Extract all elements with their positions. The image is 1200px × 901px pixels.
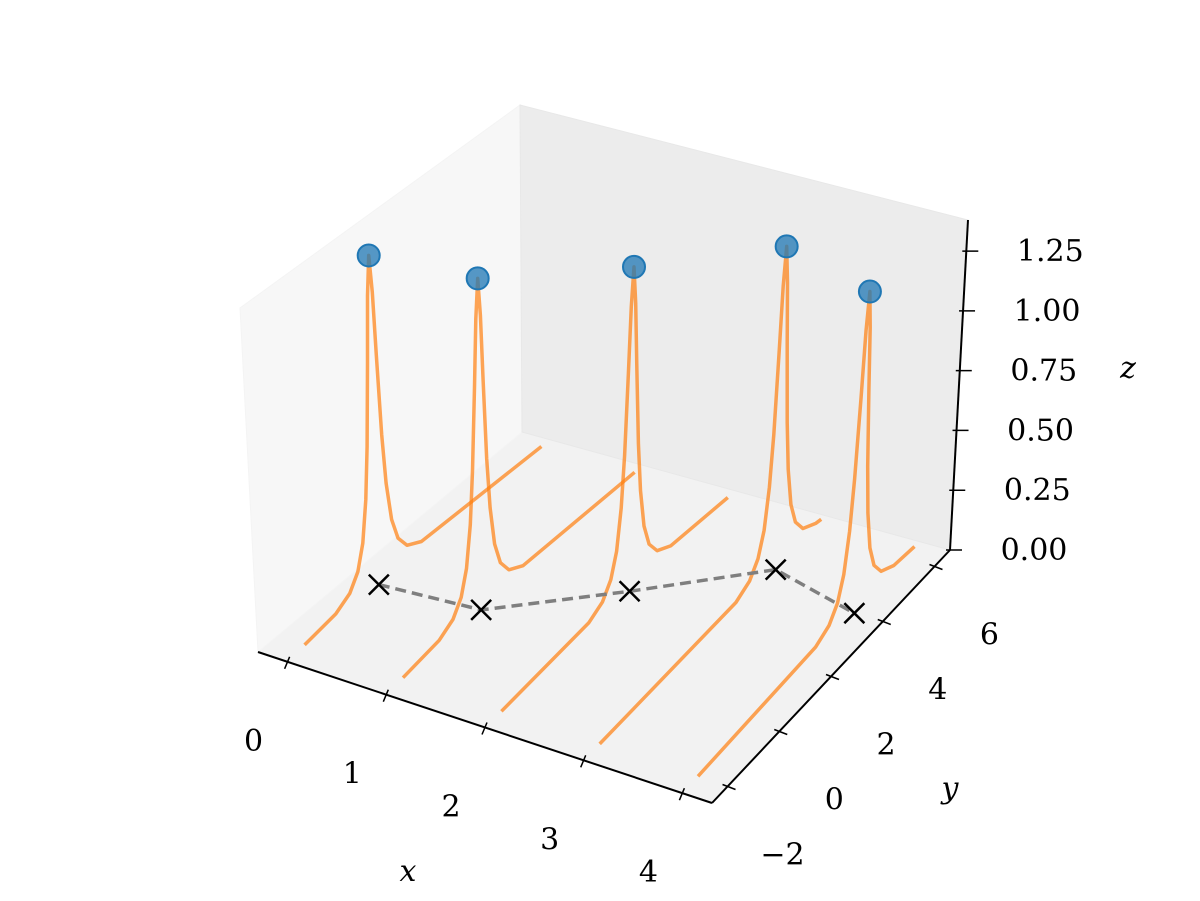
- z-axis-line: [949, 219, 969, 551]
- floor-marker: [470, 599, 493, 621]
- y-tick: [722, 783, 736, 791]
- y-tick-label: 6: [980, 618, 999, 653]
- marker-stroke: [470, 599, 493, 621]
- marker-stroke: [843, 602, 866, 625]
- x-tick: [678, 787, 686, 801]
- z-axis-label: z: [1119, 351, 1136, 386]
- y-tick: [825, 673, 840, 681]
- x-tick: [580, 755, 587, 768]
- z-tick-label: 0.50: [1007, 413, 1074, 448]
- floor-marker: [367, 573, 390, 596]
- z-tick-label: 0.00: [1001, 533, 1068, 568]
- y-tick-label: 2: [876, 728, 895, 763]
- x-tick: [283, 656, 291, 670]
- y-axis-label: y: [940, 771, 960, 806]
- peak-dot: [622, 254, 647, 279]
- floor-marker: [618, 580, 641, 603]
- x-tick: [481, 722, 488, 735]
- x-tick: [382, 689, 389, 702]
- panes: [239, 104, 969, 804]
- y-tick-label: 4: [928, 673, 947, 708]
- floor-marker: [764, 558, 787, 581]
- y-tick: [929, 563, 943, 571]
- marker-stroke: [618, 580, 641, 603]
- peak-dot: [774, 234, 799, 259]
- z-tick-label: 0.25: [1004, 473, 1071, 508]
- y-tick: [877, 618, 892, 626]
- y-tick-label: 0: [825, 783, 844, 818]
- x-tick-label: 3: [540, 822, 559, 857]
- z-tick-label: 0.75: [1010, 354, 1077, 389]
- x-axis-label: x: [400, 854, 417, 889]
- x-tick-label: 0: [244, 724, 263, 759]
- peak-dot: [356, 243, 381, 268]
- y-tick: [773, 728, 788, 736]
- x-tick-label: 2: [441, 790, 460, 825]
- x-tick-label: 4: [639, 855, 658, 890]
- peak-dot: [465, 266, 490, 291]
- marker-stroke: [367, 573, 390, 596]
- x-tick-label: 1: [343, 757, 362, 792]
- floor-marker: [843, 602, 866, 625]
- marks: [303, 234, 916, 778]
- peak-dot: [857, 279, 882, 304]
- z-tick-label: 1.25: [1017, 234, 1084, 269]
- z-tick-label: 1.00: [1014, 294, 1081, 329]
- marker-stroke: [764, 558, 787, 581]
- y-tick-label: −2: [760, 838, 804, 873]
